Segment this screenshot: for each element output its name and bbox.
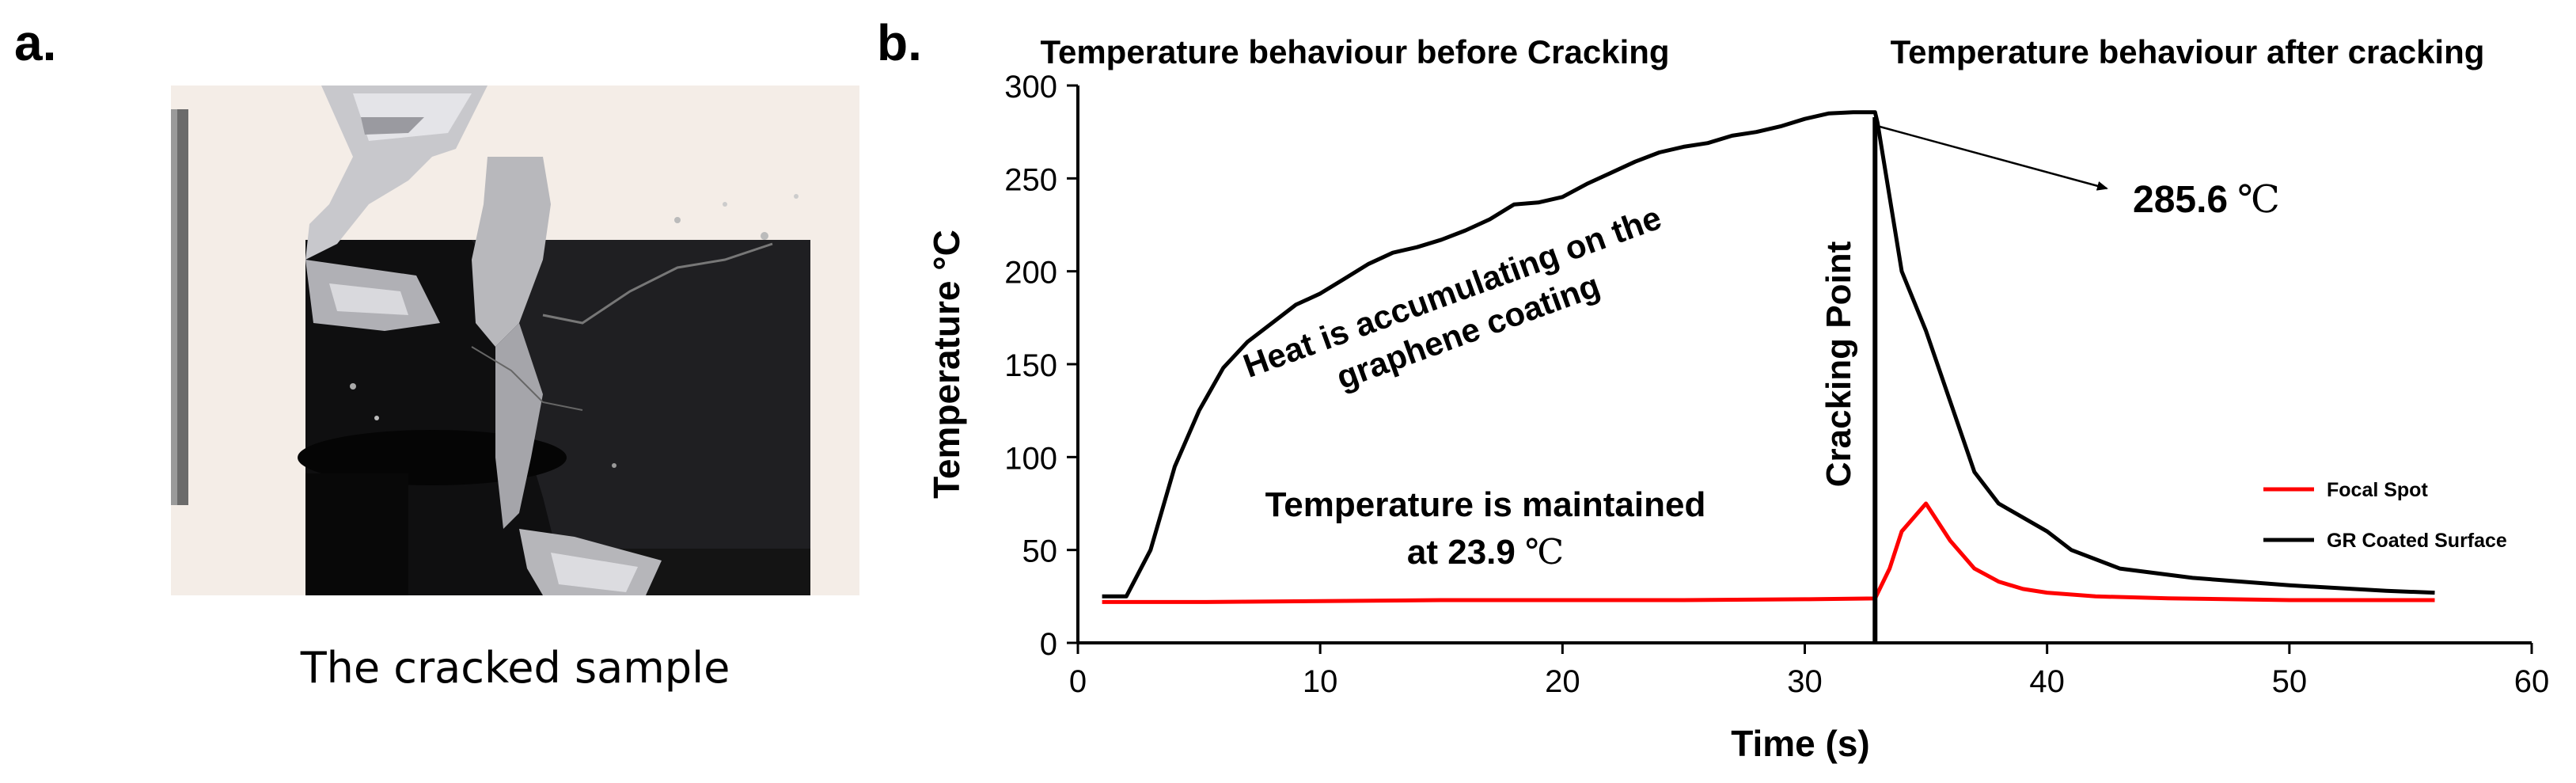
peak-annotation: 285.6 ℃	[2133, 177, 2280, 222]
legend-label: GR Coated Surface	[2327, 530, 2507, 552]
series-line-focal-spot	[1102, 501, 2435, 604]
cracked-sample-photo	[171, 86, 859, 595]
peak-arrow	[1873, 124, 2108, 191]
x-tick-label: 30	[1787, 664, 1823, 699]
x-axis-label: Time (s)	[1731, 723, 1870, 764]
maintained-value: at 23.9	[1407, 533, 1516, 572]
maintained-annotation-line2: at 23.9 ℃	[1407, 532, 1564, 572]
y-tick-label: 50	[1022, 534, 1058, 569]
y-tick-label: 200	[1004, 256, 1057, 291]
y-tick-label: 250	[1004, 162, 1057, 197]
panel-label-a: a.	[14, 14, 57, 71]
y-ticks: 0 50 100 150 200 250 300	[1004, 70, 1078, 662]
panel-label-b: b.	[877, 14, 922, 71]
x-tick-label: 10	[1303, 664, 1338, 699]
y-tick-label: 0	[1040, 627, 1057, 662]
series-line-gr-coated-surface	[1102, 110, 2435, 599]
cracking-point-label: Cracking Point	[1819, 241, 1858, 487]
peak-unit: ℃	[2237, 177, 2280, 222]
y-tick-label: 150	[1004, 348, 1057, 383]
x-tick-label: 40	[2029, 664, 2065, 699]
y-tick-label: 300	[1004, 70, 1057, 105]
y-tick-label: 100	[1004, 441, 1057, 476]
maintained-annotation-line1: Temperature is maintained	[1265, 485, 1706, 524]
chart-legend: Focal Spot GR Coated Surface	[2263, 479, 2507, 552]
photo-caption: The cracked sample	[300, 643, 730, 693]
legend-label: Focal Spot	[2327, 479, 2428, 501]
x-tick-label: 60	[2514, 664, 2550, 699]
x-tick-label: 50	[2272, 664, 2308, 699]
x-tick-label: 0	[1069, 664, 1087, 699]
cracked-sample-image	[171, 86, 859, 595]
title-before-cracking: Temperature behaviour before Cracking	[1040, 33, 1669, 70]
title-after-cracking: Temperature behaviour after cracking	[1891, 33, 2485, 70]
maintained-unit: ℃	[1525, 532, 1564, 572]
peak-value: 285.6	[2133, 179, 2228, 221]
x-ticks: 0 10 20 30 40 50 60	[1069, 643, 2549, 699]
x-tick-label: 20	[1545, 664, 1580, 699]
y-axis-label: Temperature °C	[926, 230, 967, 499]
